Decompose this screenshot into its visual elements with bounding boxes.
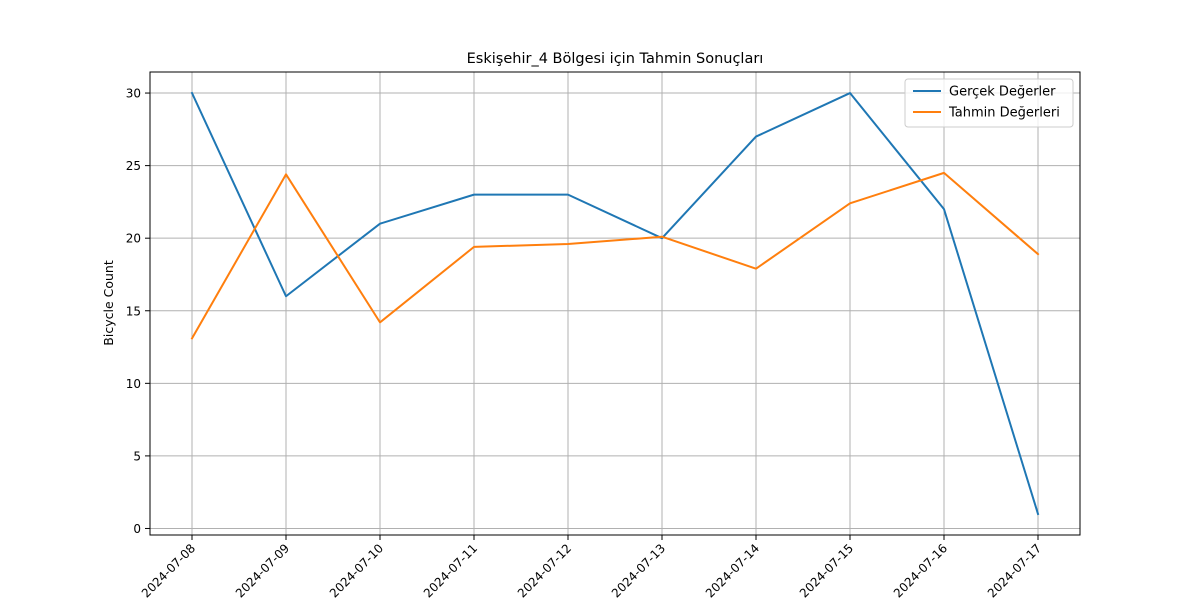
series-line-0 bbox=[190, 91, 1040, 516]
legend-label: Tahmin Değerleri bbox=[948, 106, 1060, 121]
y-axis-label: Bicycle Count bbox=[101, 260, 116, 346]
series-layer bbox=[190, 91, 1040, 516]
chart-title: Eskişehir_4 Bölgesi için Tahmin Sonuçlar… bbox=[467, 51, 764, 67]
y-tick-label: 15 bbox=[126, 304, 141, 318]
y-tick-label: 20 bbox=[126, 232, 141, 246]
y-axis: 0 5 10 15 20 25 30 bbox=[126, 87, 150, 536]
y-tick-label: 10 bbox=[126, 377, 141, 391]
y-tick-label: 25 bbox=[126, 159, 141, 173]
series-line-1 bbox=[190, 171, 1040, 340]
y-tick-label: 30 bbox=[126, 87, 141, 101]
legend-label: Gerçek Değerler bbox=[949, 85, 1056, 100]
grid-lines bbox=[150, 72, 1080, 535]
y-tick-label: 0 bbox=[133, 522, 141, 536]
y-tick-label: 5 bbox=[133, 449, 141, 463]
plot-area-frame bbox=[149, 71, 1081, 536]
legend: Gerçek Değerler Tahmin Değerleri bbox=[904, 78, 1074, 128]
legend-box bbox=[904, 78, 1074, 128]
